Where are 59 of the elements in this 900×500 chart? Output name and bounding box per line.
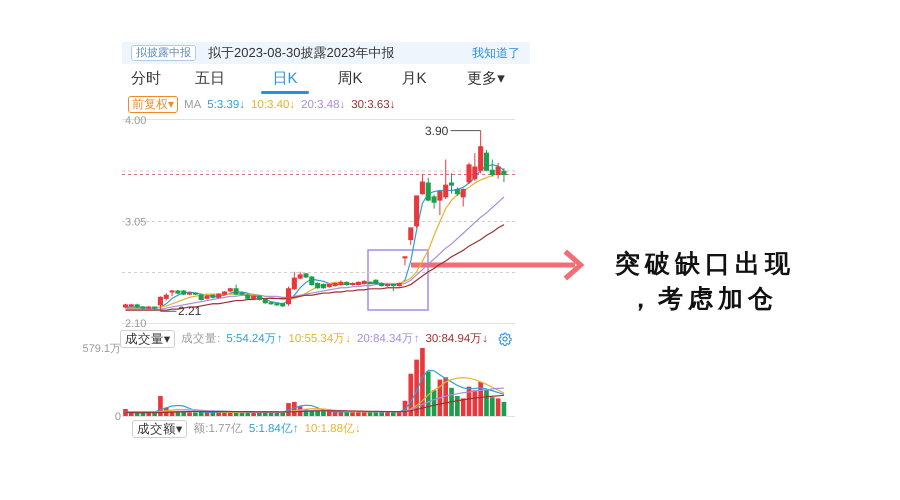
candlestick bbox=[420, 174, 425, 196]
text: 月K bbox=[401, 70, 427, 88]
candlestick bbox=[204, 294, 210, 300]
candlestick bbox=[454, 186, 460, 196]
text: 日K bbox=[272, 70, 298, 88]
candlestick bbox=[198, 294, 204, 302]
y-tick-label: 4.00 bbox=[125, 114, 146, 127]
text: 更多▾ bbox=[467, 70, 505, 88]
text: 20:84.34万↑ bbox=[356, 332, 420, 347]
candlestick bbox=[501, 168, 506, 182]
legend-title: MA bbox=[184, 98, 202, 112]
text: 10:3.40↓ bbox=[251, 98, 296, 112]
legend-title: 成交量: bbox=[181, 331, 220, 347]
y-tick-label: 2.10 bbox=[125, 318, 146, 330]
dropdown-button: 成交量▾ bbox=[120, 330, 176, 348]
text: 30:3.63↓ bbox=[351, 98, 396, 112]
dropdown-button: 成交额▾ bbox=[132, 420, 188, 438]
text: 周K bbox=[337, 70, 363, 88]
candlestick bbox=[460, 188, 466, 208]
candlestick bbox=[449, 172, 454, 194]
bar bbox=[385, 412, 390, 416]
bar bbox=[502, 402, 506, 416]
notice-banner: 拟披露中报 拟于2023-08-30披露2023年中报 我知道了 bbox=[122, 42, 530, 64]
candlestick bbox=[245, 294, 250, 300]
y-tick-label: 579.1万 bbox=[82, 342, 121, 355]
candlestick bbox=[251, 294, 256, 300]
line-series bbox=[124, 394, 505, 414]
candlestick bbox=[228, 287, 233, 293]
text: 额:1.77亿 bbox=[193, 422, 243, 437]
text: 分时 bbox=[131, 70, 161, 88]
text: 五日 bbox=[195, 70, 225, 88]
y-tick-label: 3.05 bbox=[125, 216, 146, 228]
candlestick bbox=[414, 195, 420, 228]
candlestick bbox=[152, 306, 158, 311]
candlestick bbox=[344, 280, 350, 286]
text: 10:1.88亿↓ bbox=[304, 422, 361, 437]
text: 5:1.84亿↑ bbox=[248, 422, 299, 437]
candlestick bbox=[390, 282, 396, 292]
annotation: 3.90 bbox=[425, 124, 449, 138]
text: 10:55.34万↓ bbox=[288, 332, 351, 347]
y-tick-label: 0 bbox=[114, 410, 121, 423]
text: 30:84.94万↓ bbox=[425, 332, 488, 347]
dropdown-button: 前复权▾ bbox=[128, 96, 178, 113]
candlestick bbox=[496, 162, 501, 180]
bar bbox=[187, 412, 192, 416]
text: ，考虑加仓 bbox=[628, 284, 778, 314]
text: 5:3.39↓ bbox=[207, 98, 246, 112]
candlestick bbox=[408, 227, 414, 246]
annotation: 2.21 bbox=[178, 304, 202, 318]
text: 20:3.48↓ bbox=[301, 98, 346, 112]
bar bbox=[204, 412, 210, 416]
text: 5:54.24万↑ bbox=[226, 332, 282, 347]
candlestick bbox=[402, 256, 408, 266]
candlestick bbox=[210, 294, 216, 299]
candlestick bbox=[146, 305, 152, 310]
bar bbox=[344, 412, 350, 416]
bar bbox=[496, 398, 500, 416]
text: 突破缺口出现 bbox=[615, 249, 795, 279]
candlestick bbox=[170, 289, 175, 297]
